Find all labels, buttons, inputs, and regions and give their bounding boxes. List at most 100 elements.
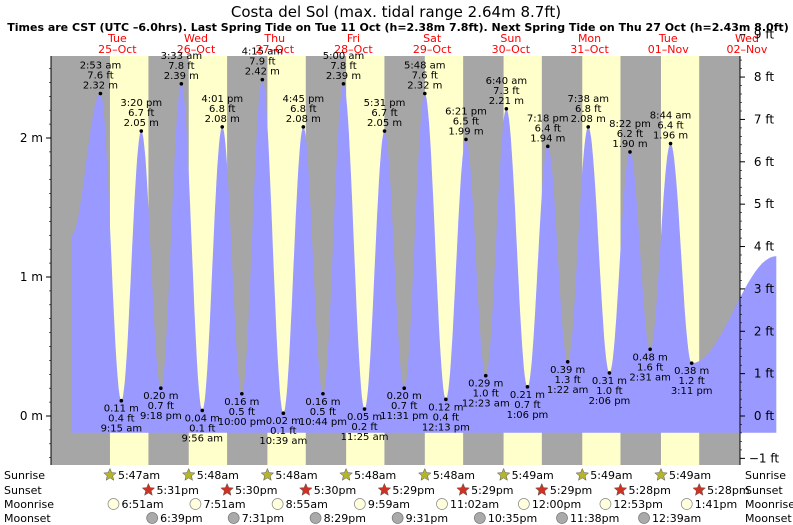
tide-area [71, 79, 777, 433]
tide-feet-label: 6.8 ft [209, 104, 235, 115]
moonrise-icon [680, 498, 693, 510]
tide-point-high [545, 144, 550, 149]
date-label: 25–Oct [98, 43, 137, 56]
moonrise-icon [517, 498, 530, 510]
tide-time-label: 2:53 am [80, 61, 122, 72]
sunrise-icon [103, 467, 117, 481]
tide-metres-label: 0.05 m [347, 412, 382, 423]
date-label: 01–Nov [648, 43, 689, 56]
sunset-time: 5:29pm [550, 484, 592, 497]
tide-time-label: 2:06 pm [589, 396, 631, 407]
tide-point-low [525, 385, 530, 389]
left-tick-label: 1 m [20, 270, 43, 284]
tide-time-label: 12:13 pm [422, 422, 470, 433]
tide-metres-label: 0.20 m [143, 391, 178, 402]
tide-point-high [260, 77, 265, 82]
axes: 0 m 1 m 2 m −1 ft 0 ft 1 ft 2 ft 3 ft 4 ft 5 ft 6 … [20, 28, 780, 466]
right-tick-label: −1 ft [749, 451, 780, 465]
tide-feet-label: 0.4 ft [433, 412, 459, 423]
tide-time-label: 4:01 pm [201, 94, 243, 105]
chart-title: Costa del Sol (max. tidal range 2.64m 8.… [231, 3, 561, 21]
tide-point-high [423, 91, 427, 96]
tide-time-label: 10:44 pm [299, 417, 347, 428]
moonset-icon [638, 512, 650, 524]
right-tick-label: 7 ft [754, 112, 774, 126]
tide-feet-label: 0.7 ft [148, 401, 174, 412]
tide-feet-label: 0.7 ft [514, 400, 540, 411]
tide-feet-label: 0.2 ft [351, 422, 377, 433]
tide-metres-label: 2.08 m [205, 114, 240, 125]
right-tick-label: 0 ft [754, 409, 774, 423]
moonset-icon [556, 512, 568, 524]
right-tick-label: 5 ft [754, 197, 774, 211]
tide-point-high [301, 125, 306, 129]
left-tick-label: 0 m [20, 409, 43, 423]
tide-feet-label: 6.5 ft [453, 116, 479, 127]
tide-feet-label: 7.9 ft [249, 57, 275, 68]
row-label-sunset-left: Sunset [4, 484, 42, 497]
tide-point-low [200, 408, 205, 413]
tide-metres-label: 0.16 m [305, 397, 340, 408]
tide-metres-label: 0.31 m [592, 376, 627, 387]
date-label: 02–Nov [726, 43, 767, 56]
moonrise-time: 9:59am [368, 498, 410, 511]
sunset-time: 5:30pm [314, 484, 356, 497]
sunrise-time: 5:49am [669, 469, 711, 482]
chart-subtitle: Times are CST (UTC –6.0hrs). Last Spring… [7, 21, 788, 34]
tide-time-label: 10:00 pm [218, 417, 266, 428]
tide-feet-label: 0.1 ft [189, 423, 215, 434]
day-of-week-label: Sat [423, 32, 442, 45]
tide-feet-label: 1.2 ft [679, 376, 705, 387]
moonset-icon [227, 512, 240, 524]
sunrise-time: 5:49am [512, 469, 554, 482]
sunrise-icon [417, 467, 432, 481]
tide-metres-label: 1.90 m [612, 139, 647, 150]
right-tick-label: 3 ft [754, 282, 774, 296]
sunset-icon [220, 482, 234, 496]
moonset-time: 9:31pm [406, 512, 448, 525]
tide-time-label: 7:18 pm [527, 113, 569, 124]
tide-metres-label: 1.94 m [530, 133, 565, 144]
day-of-week-label: Tue [658, 32, 678, 45]
sunset-icon [298, 482, 313, 496]
tide-metres-label: 2.39 m [326, 71, 361, 82]
moonset-time: 11:38pm [570, 512, 619, 525]
tide-point-low [565, 359, 570, 364]
sunset-icon [377, 482, 392, 496]
moonrise-time: 1:41pm [695, 498, 737, 511]
tide-point-high [220, 125, 225, 129]
left-tick-label: 2 m [20, 131, 43, 145]
sunrise-time: 5:47am [118, 469, 160, 482]
moonset-time: 8:29pm [324, 512, 366, 525]
moonset-time: 12:39am [652, 512, 701, 525]
sunset-icon [613, 482, 628, 496]
tide-point-low [362, 407, 367, 411]
sunset-icon [534, 482, 549, 496]
sunset-time: 5:30pm [235, 484, 277, 497]
tide-time-label: 9:56 am [182, 433, 224, 444]
moonrise-time: 6:51am [121, 498, 163, 511]
tide-point-low [321, 391, 325, 396]
tide-time-label: 5:31 pm [364, 98, 406, 109]
tide-time-label: 9:15 am [101, 424, 143, 435]
tide-metres-label: 0.02 m [266, 416, 301, 427]
tide-metres-label: 2.21 m [489, 96, 524, 107]
date-label: 26–Oct [177, 43, 216, 56]
tide-feet-label: 1.0 ft [473, 389, 499, 400]
tide-feet-label: 6.4 ft [657, 121, 683, 132]
row-label-moonrise-right: Moonrise [745, 498, 793, 511]
tide-point-low [402, 386, 407, 391]
tide-time-label: 2:31 am [629, 372, 671, 383]
moonset-icon [474, 512, 486, 524]
moonrise-time: 11:02am [450, 498, 499, 511]
tide-metres-label: 0.11 m [104, 404, 139, 415]
tide-time-label: 9:18 pm [140, 411, 182, 422]
moonset-icon [391, 512, 404, 524]
tide-metres-label: 0.04 m [185, 413, 220, 424]
tide-time-label: 1:06 pm [507, 410, 549, 421]
moonrise-icon [107, 498, 120, 510]
moonrise-time: 8:55am [286, 498, 328, 511]
right-tick-label: 4 ft [754, 240, 774, 254]
moonset-time: 7:31pm [242, 512, 284, 525]
tide-point-low [648, 347, 652, 352]
